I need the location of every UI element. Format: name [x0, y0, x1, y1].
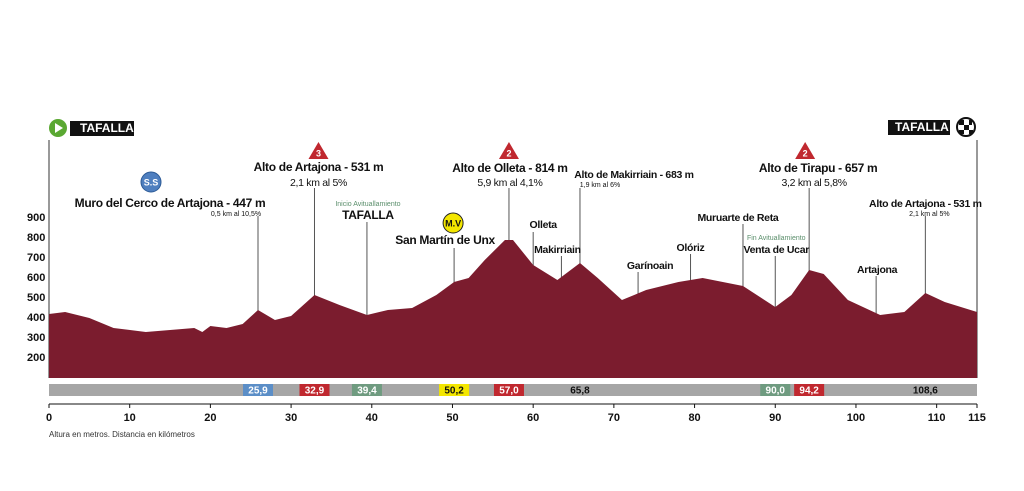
- footnote: Altura en metros. Distancia en kilómetro…: [49, 430, 195, 439]
- x-tick-label: 0: [46, 412, 52, 424]
- x-tick-label: 80: [688, 412, 700, 424]
- annotation-text: Alto de Olleta - 814 m: [452, 161, 567, 175]
- annotation-text: Alto de Makirriain - 683 m: [574, 169, 693, 181]
- climb-badge: [498, 142, 519, 159]
- km-marker: [794, 384, 825, 396]
- y-tick-label: 200: [27, 352, 45, 364]
- play-icon: [55, 123, 63, 133]
- km-marker: [351, 384, 382, 396]
- km-marker: [493, 384, 524, 396]
- finish-marker: TAFALLA: [888, 117, 976, 137]
- annotation-text: Inicio Avituallamiento: [335, 201, 400, 208]
- km-label: 57,0: [499, 386, 519, 397]
- elevation-area: [49, 240, 977, 378]
- annotation-text: Muruarte de Reta: [697, 212, 778, 224]
- y-tick-label: 800: [27, 232, 45, 244]
- sprint-badge: [140, 171, 162, 193]
- start-label: TAFALLA: [80, 121, 134, 135]
- y-tick-label: 400: [27, 312, 45, 324]
- checker-icon: [959, 120, 973, 134]
- annotation-text: 5,9 km al 4,1%: [477, 177, 542, 189]
- x-tick-label: 100: [847, 412, 865, 424]
- x-tick-label: 60: [527, 412, 539, 424]
- y-tick-label: 600: [27, 272, 45, 284]
- climb-category: 2: [506, 148, 511, 158]
- annotation-text: Venta de Ucar: [743, 244, 809, 256]
- start-marker: TAFALLA: [49, 119, 134, 137]
- x-tick-label: 40: [366, 412, 378, 424]
- y-tick-label: 500: [27, 292, 45, 304]
- sprint-badge: [442, 212, 464, 234]
- y-tick-label: 300: [27, 332, 45, 344]
- annotation-text: 1,9 km al 6%: [580, 182, 620, 189]
- annotation-text: Alto de Artajona - 531 m: [254, 160, 384, 174]
- annotation-text: Fin Avituallamiento: [747, 235, 806, 242]
- km-label: 39,4: [357, 386, 377, 397]
- y-tick-label: 900: [27, 212, 45, 224]
- climb-category: 2: [803, 148, 808, 158]
- finish-label: TAFALLA: [895, 120, 949, 134]
- km-marker: [243, 384, 274, 396]
- annotation-text: Muro del Cerco de Artajona - 447 m: [75, 196, 266, 210]
- km-label: 108,6: [913, 386, 938, 397]
- km-marker: [299, 384, 330, 396]
- annotation-text: San Martín de Unx: [395, 233, 495, 247]
- x-tick-label: 110: [928, 412, 946, 424]
- start-box: [70, 121, 134, 136]
- km-marker: [760, 384, 791, 396]
- annotation-text: Olleta: [529, 219, 557, 231]
- x-tick-label: 20: [204, 412, 216, 424]
- km-label: 94,2: [799, 386, 819, 397]
- sprint-label: S.S: [144, 177, 159, 187]
- annotation-text: Makirriain: [534, 244, 581, 256]
- x-tick-label: 90: [769, 412, 781, 424]
- annotation-text: Artajona: [857, 264, 898, 276]
- km-label: 50,2: [444, 386, 464, 397]
- climb-badge: [795, 142, 816, 159]
- climb-category: 3: [316, 148, 321, 158]
- annotation-text: 2,1 km al 5%: [290, 177, 347, 189]
- km-marker: [439, 384, 470, 396]
- annotation-text: Olóriz: [677, 242, 705, 254]
- km-label: 32,9: [305, 386, 325, 397]
- km-label: 65,8: [570, 386, 590, 397]
- km-label: 90,0: [766, 386, 786, 397]
- annotation-text: Garínoain: [627, 260, 673, 272]
- annotation-text: TAFALLA: [342, 208, 394, 222]
- km-label: 25,9: [248, 386, 268, 397]
- annotation-text: Alto de Artajona - 531 m: [869, 198, 982, 210]
- y-tick-label: 700: [27, 252, 45, 264]
- climb-badge: [308, 142, 329, 159]
- x-tick-label: 50: [446, 412, 458, 424]
- sprint-label: M.V: [445, 218, 461, 228]
- x-tick-label: 10: [124, 412, 136, 424]
- x-tick-label: 115: [968, 412, 986, 424]
- finish-box: [888, 120, 950, 135]
- annotation-text: 0,5 km al 10,5%: [211, 211, 261, 218]
- annotation-text: Alto de Tirapu - 657 m: [759, 161, 878, 175]
- x-tick-label: 30: [285, 412, 297, 424]
- x-tick-label: 70: [608, 412, 620, 424]
- annotation-text: 2,1 km al 5%: [909, 211, 949, 218]
- annotation-text: 3,2 km al 5,8%: [782, 177, 847, 189]
